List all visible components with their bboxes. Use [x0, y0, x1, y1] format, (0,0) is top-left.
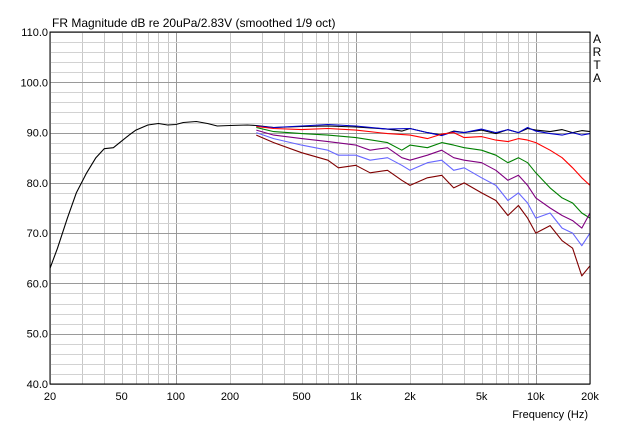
watermark-letter: A: [593, 32, 601, 46]
x-tick-label: 20: [44, 391, 56, 403]
series-line-6: [256, 132, 591, 247]
x-tick-label: 100: [167, 391, 185, 403]
x-tick-label: 200: [221, 391, 239, 403]
series-line-2: [256, 123, 591, 137]
series-line-5: [256, 129, 591, 229]
watermark-letter: T: [593, 58, 601, 72]
y-tick-labels: 40.0 50.0 60.0 70.0 80.0 90.0 100.0 110.0: [20, 27, 48, 391]
y-tick-label: 110.0: [21, 27, 48, 39]
grid: [50, 32, 591, 385]
x-axis-label: Frequency (Hz): [512, 409, 588, 421]
x-tick-label: 50: [116, 391, 128, 403]
y-tick-label: 90.0: [27, 128, 48, 140]
y-tick-label: 40.0: [27, 379, 48, 391]
y-tick-label: 60.0: [27, 278, 48, 290]
x-tick-label: 10k: [527, 391, 545, 403]
y-tick-label: 70.0: [27, 228, 48, 240]
plot-frame: [49, 31, 591, 385]
series-line-3: [256, 125, 591, 186]
x-tick-label: 5k: [476, 391, 488, 403]
series-line-7: [256, 134, 591, 277]
x-tick-label: 1k: [350, 391, 362, 403]
x-tick-labels: 20 50 100 200 500 1k 2k 5k 10k 20k: [44, 391, 599, 403]
chart-title: FR Magnitude dB re 20uPa/2.83V (smoothed…: [52, 16, 336, 30]
y-tick-label: 50.0: [27, 329, 48, 341]
watermark-letter: R: [593, 45, 602, 59]
series-line-4: [256, 126, 591, 219]
y-tick-label: 80.0: [27, 178, 48, 190]
x-tick-label: 2k: [404, 391, 416, 403]
x-tick-label: 500: [292, 391, 310, 403]
y-tick-label: 100.0: [20, 77, 48, 89]
series-layer: [49, 120, 591, 277]
watermark-letter: A: [593, 71, 601, 85]
x-tick-label: 20k: [581, 391, 599, 403]
